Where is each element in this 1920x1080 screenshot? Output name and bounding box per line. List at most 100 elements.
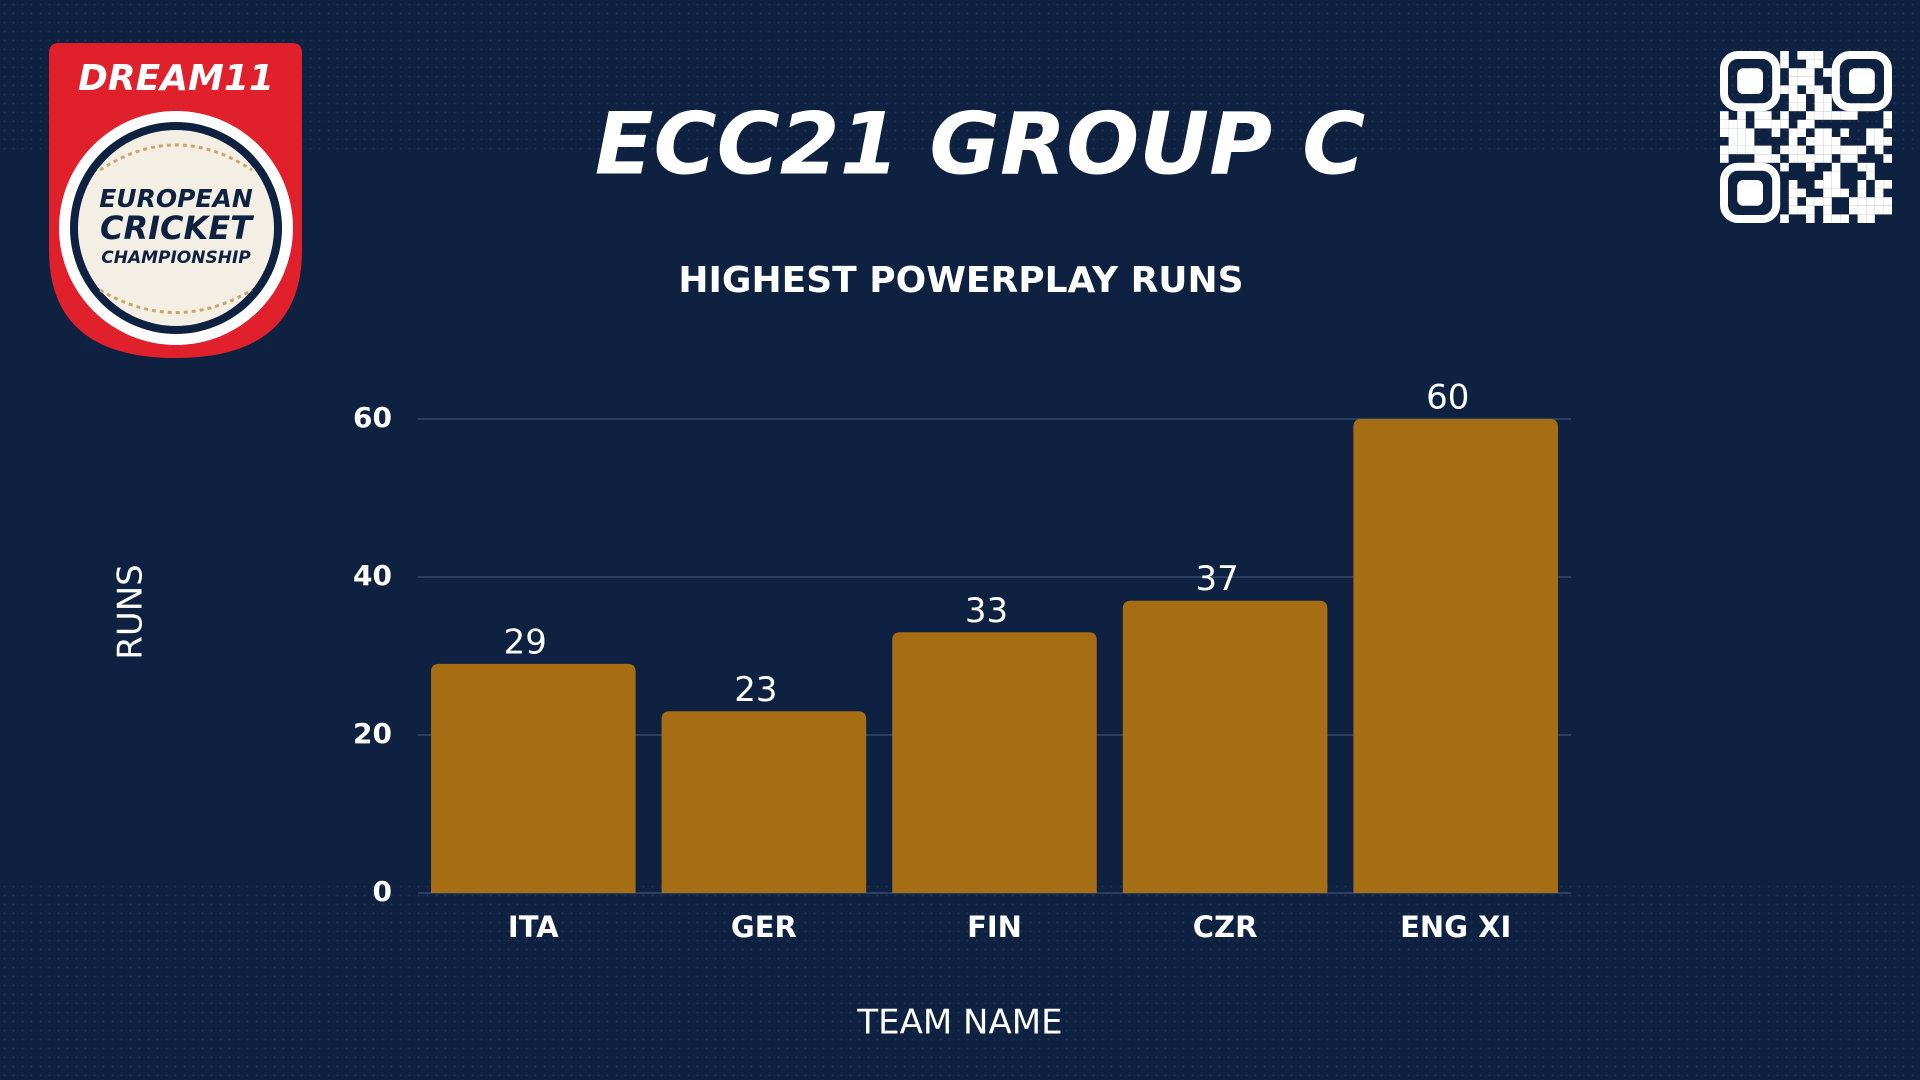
qr-cell bbox=[1866, 205, 1875, 215]
qr-cell bbox=[1780, 85, 1789, 94]
qr-cell bbox=[1806, 214, 1815, 223]
qr-cell bbox=[1780, 145, 1789, 155]
qr-cell bbox=[1849, 145, 1858, 155]
qr-cell bbox=[1831, 171, 1841, 180]
y-tick-label: 40 bbox=[353, 559, 392, 592]
qr-cell bbox=[1814, 51, 1824, 60]
qr-cell bbox=[1866, 128, 1875, 137]
qr-cell bbox=[1788, 128, 1798, 137]
bar bbox=[1353, 419, 1558, 893]
qr-cell bbox=[1797, 205, 1806, 215]
chart-title: HIGHEST POWERPLAY RUNS bbox=[678, 260, 1243, 301]
qr-cell bbox=[1849, 205, 1858, 215]
qr-cell bbox=[1806, 59, 1815, 69]
qr-cell bbox=[1737, 111, 1746, 120]
qr-cell bbox=[1737, 145, 1746, 155]
qr-finder bbox=[1831, 51, 1893, 112]
qr-cell bbox=[1788, 197, 1798, 206]
qr-cell bbox=[1797, 145, 1806, 155]
qr-cell bbox=[1806, 68, 1815, 77]
qr-cell bbox=[1857, 197, 1867, 206]
qr-cell bbox=[1823, 171, 1832, 180]
value-label: 37 bbox=[1195, 559, 1238, 599]
qr-cell bbox=[1797, 102, 1806, 112]
qr-cell bbox=[1866, 171, 1875, 180]
qr-cell bbox=[1763, 145, 1772, 155]
qr-cell bbox=[1737, 119, 1746, 129]
qr-cell bbox=[1840, 111, 1849, 120]
dot-pattern bbox=[0, 880, 1920, 1080]
qr-cell bbox=[1883, 197, 1892, 206]
qr-cell bbox=[1831, 111, 1841, 120]
y-tick-label: 60 bbox=[353, 401, 392, 434]
x-tick-label: ENG XI bbox=[1400, 910, 1511, 944]
qr-finder bbox=[1737, 180, 1763, 206]
qr-cell bbox=[1780, 119, 1789, 129]
qr-cell bbox=[1849, 154, 1858, 163]
qr-cell bbox=[1883, 205, 1892, 215]
qr-cell bbox=[1720, 119, 1729, 129]
qr-cell bbox=[1720, 145, 1729, 155]
bar bbox=[431, 663, 636, 893]
logo-ball bbox=[78, 130, 274, 326]
logo-seam bbox=[99, 143, 253, 172]
qr-cell bbox=[1831, 214, 1841, 223]
qr-cell bbox=[1823, 145, 1832, 155]
qr-cell bbox=[1814, 154, 1824, 163]
qr-finder bbox=[1849, 68, 1875, 94]
qr-cell bbox=[1797, 188, 1806, 198]
qr-cell bbox=[1780, 162, 1789, 172]
qr-cell bbox=[1754, 119, 1763, 129]
qr-cell bbox=[1823, 214, 1832, 223]
qr-cell bbox=[1823, 154, 1832, 163]
qr-cell bbox=[1883, 137, 1892, 146]
qr-cell bbox=[1806, 111, 1815, 120]
qr-cell bbox=[1883, 111, 1892, 120]
qr-cell bbox=[1720, 111, 1729, 120]
qr-cell bbox=[1857, 188, 1867, 198]
qr-cell bbox=[1831, 188, 1841, 198]
qr-cell bbox=[1874, 137, 1884, 146]
qr-cell bbox=[1840, 188, 1849, 198]
qr-cell bbox=[1806, 85, 1815, 94]
qr-cell bbox=[1857, 214, 1867, 223]
bar bbox=[661, 711, 867, 893]
qr-cell bbox=[1763, 111, 1772, 120]
qr-cell bbox=[1728, 128, 1738, 137]
qr-cell bbox=[1780, 51, 1789, 60]
qr-cell bbox=[1874, 128, 1884, 137]
qr-cell bbox=[1857, 145, 1867, 155]
qr-cell bbox=[1728, 119, 1738, 129]
qr-cell bbox=[1814, 111, 1824, 120]
qr-cell bbox=[1788, 102, 1798, 112]
qr-cell bbox=[1823, 128, 1832, 137]
qr-cell bbox=[1737, 137, 1746, 146]
qr-cell bbox=[1745, 145, 1755, 155]
qr-cell bbox=[1814, 102, 1824, 112]
qr-cell bbox=[1788, 68, 1798, 77]
y-tick-label: 20 bbox=[353, 717, 392, 750]
qr-cell bbox=[1754, 145, 1763, 155]
qr-cell bbox=[1814, 128, 1824, 137]
qr-cell bbox=[1814, 197, 1824, 206]
qr-cell bbox=[1814, 180, 1824, 189]
value-label: 23 bbox=[734, 670, 777, 710]
qr-cell bbox=[1737, 128, 1746, 137]
qr-cell bbox=[1831, 137, 1841, 146]
x-tick-label: GER bbox=[731, 910, 797, 944]
qr-cell bbox=[1771, 154, 1781, 163]
qr-cell bbox=[1831, 162, 1841, 172]
qr-cell bbox=[1883, 180, 1892, 189]
qr-cell bbox=[1788, 137, 1798, 146]
qr-cell bbox=[1823, 137, 1832, 146]
qr-cell bbox=[1840, 214, 1849, 223]
qr-cell bbox=[1874, 205, 1884, 215]
qr-cell bbox=[1849, 111, 1858, 120]
qr-cell bbox=[1814, 137, 1824, 146]
qr-cell bbox=[1840, 145, 1849, 155]
qr-cell bbox=[1797, 154, 1806, 163]
qr-cell bbox=[1788, 188, 1798, 198]
value-label: 29 bbox=[504, 622, 547, 662]
page-title: ECC21 GROUP C bbox=[595, 94, 1365, 194]
